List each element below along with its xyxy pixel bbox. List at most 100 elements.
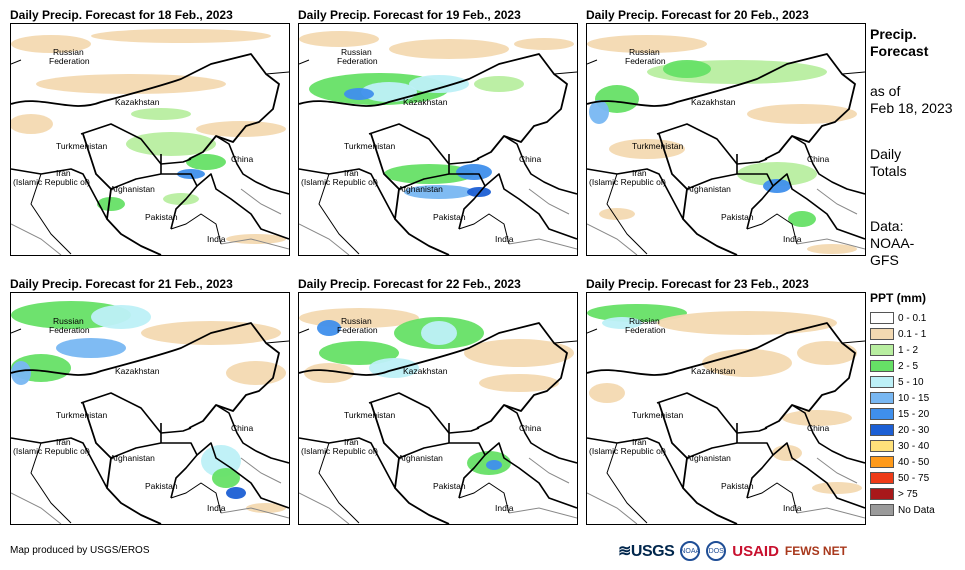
country-label: Turkmenistan [344, 410, 395, 420]
country-border [686, 173, 774, 230]
legend-item: 10 - 15 [870, 390, 929, 406]
country-label: Afghanistan [686, 453, 731, 463]
precip-area [344, 88, 374, 100]
country-border [299, 53, 568, 160]
precip-area [226, 234, 286, 244]
legend-swatch [870, 456, 894, 468]
precip-area [212, 468, 240, 488]
legend-swatch [870, 344, 894, 356]
country-label: Kazakhstan [115, 366, 160, 376]
country-label: India [783, 503, 802, 513]
precip-area [97, 197, 125, 211]
minor-border [11, 492, 62, 524]
legend-label: 5 - 10 [898, 376, 924, 388]
country-border [11, 328, 289, 344]
precip-area [421, 321, 457, 345]
forecast-panel: Daily Precip. Forecast for 21 Feb., 2023… [10, 277, 290, 525]
country-border [458, 213, 510, 245]
country-label: Iran [344, 437, 359, 447]
legend-swatch [870, 504, 894, 516]
country-label: Federation [625, 325, 666, 335]
forecast-panel: Daily Precip. Forecast for 22 Feb., 2023… [298, 277, 578, 525]
minor-border [508, 238, 577, 250]
legend-label: 40 - 50 [898, 456, 930, 468]
minor-border [11, 223, 62, 255]
minor-border [240, 457, 282, 484]
legend-swatch [870, 472, 894, 484]
country-border [448, 154, 577, 240]
country-label: Turkmenistan [632, 141, 683, 151]
precip-area [812, 482, 862, 494]
legend-item: No Data [870, 502, 935, 518]
minor-border [816, 457, 858, 484]
panel-title: Daily Precip. Forecast for 18 Feb., 2023 [10, 8, 233, 22]
legend-label: No Data [898, 504, 935, 516]
legend-swatch [870, 360, 894, 372]
country-border [170, 482, 222, 514]
legend-item: 20 - 30 [870, 422, 929, 438]
sidebar-title: Precip. Forecast [870, 26, 929, 59]
country-label: China [519, 423, 541, 433]
country-border [11, 168, 108, 220]
country-border [587, 328, 865, 344]
precip-area [226, 487, 246, 499]
precip-area [747, 104, 857, 124]
country-label: (Islamic Republic of) [589, 177, 666, 187]
country-border [215, 135, 289, 195]
precip-area [807, 244, 857, 254]
country-border [587, 53, 856, 160]
precip-area [587, 35, 707, 53]
country-border [11, 322, 280, 429]
country-label: (Islamic Republic of) [589, 446, 666, 456]
country-border [299, 168, 396, 220]
country-border [503, 135, 577, 195]
panel-title: Daily Precip. Forecast for 20 Feb., 2023 [586, 8, 809, 22]
precip-area [384, 164, 474, 184]
country-border [299, 328, 577, 344]
country-label: Russian [341, 47, 372, 57]
precip-area [36, 74, 226, 94]
country-label: (Islamic Republic of) [301, 446, 378, 456]
minor-border [240, 188, 282, 215]
country-label: Russian [629, 47, 660, 57]
legend-label: 0.1 - 1 [898, 328, 927, 340]
precip-area [11, 114, 53, 134]
legend-swatch [870, 408, 894, 420]
forecast-panel: Daily Precip. Forecast for 18 Feb., 2023… [10, 8, 290, 256]
country-border [318, 442, 360, 524]
country-label: India [207, 234, 226, 244]
legend-item: 15 - 20 [870, 406, 929, 422]
country-label: Turkmenistan [56, 141, 107, 151]
state-department-logo: DOS [706, 541, 727, 561]
country-label: China [231, 423, 253, 433]
country-label: Afghanistan [398, 184, 443, 194]
precip-map: Russian Federation Kazakhstan Turkmenistan I… [298, 23, 578, 256]
precip-area [361, 82, 417, 102]
country-border [587, 322, 856, 429]
precip-area [11, 361, 31, 385]
country-label: Afghanistan [110, 184, 155, 194]
country-label: Federation [337, 325, 378, 335]
country-border [318, 173, 360, 255]
panel-title: Daily Precip. Forecast for 19 Feb., 2023 [298, 8, 521, 22]
forecast-panel: Daily Precip. Forecast for 20 Feb., 2023… [586, 8, 866, 256]
country-label: (Islamic Republic of) [301, 177, 378, 187]
country-label: Federation [337, 56, 378, 66]
country-border [11, 437, 108, 489]
precip-area [299, 31, 379, 47]
country-label: Kazakhstan [403, 366, 448, 376]
precip-area [304, 363, 354, 383]
country-border [30, 173, 72, 255]
minor-border [587, 492, 638, 524]
country-border [160, 423, 289, 509]
legend-item: 50 - 75 [870, 470, 929, 486]
minor-border [796, 507, 865, 519]
minor-border [587, 223, 638, 255]
sidebar-as-of: as of Feb 18, 2023 [870, 83, 953, 116]
precip-area [599, 208, 635, 220]
legend-swatch [870, 424, 894, 436]
